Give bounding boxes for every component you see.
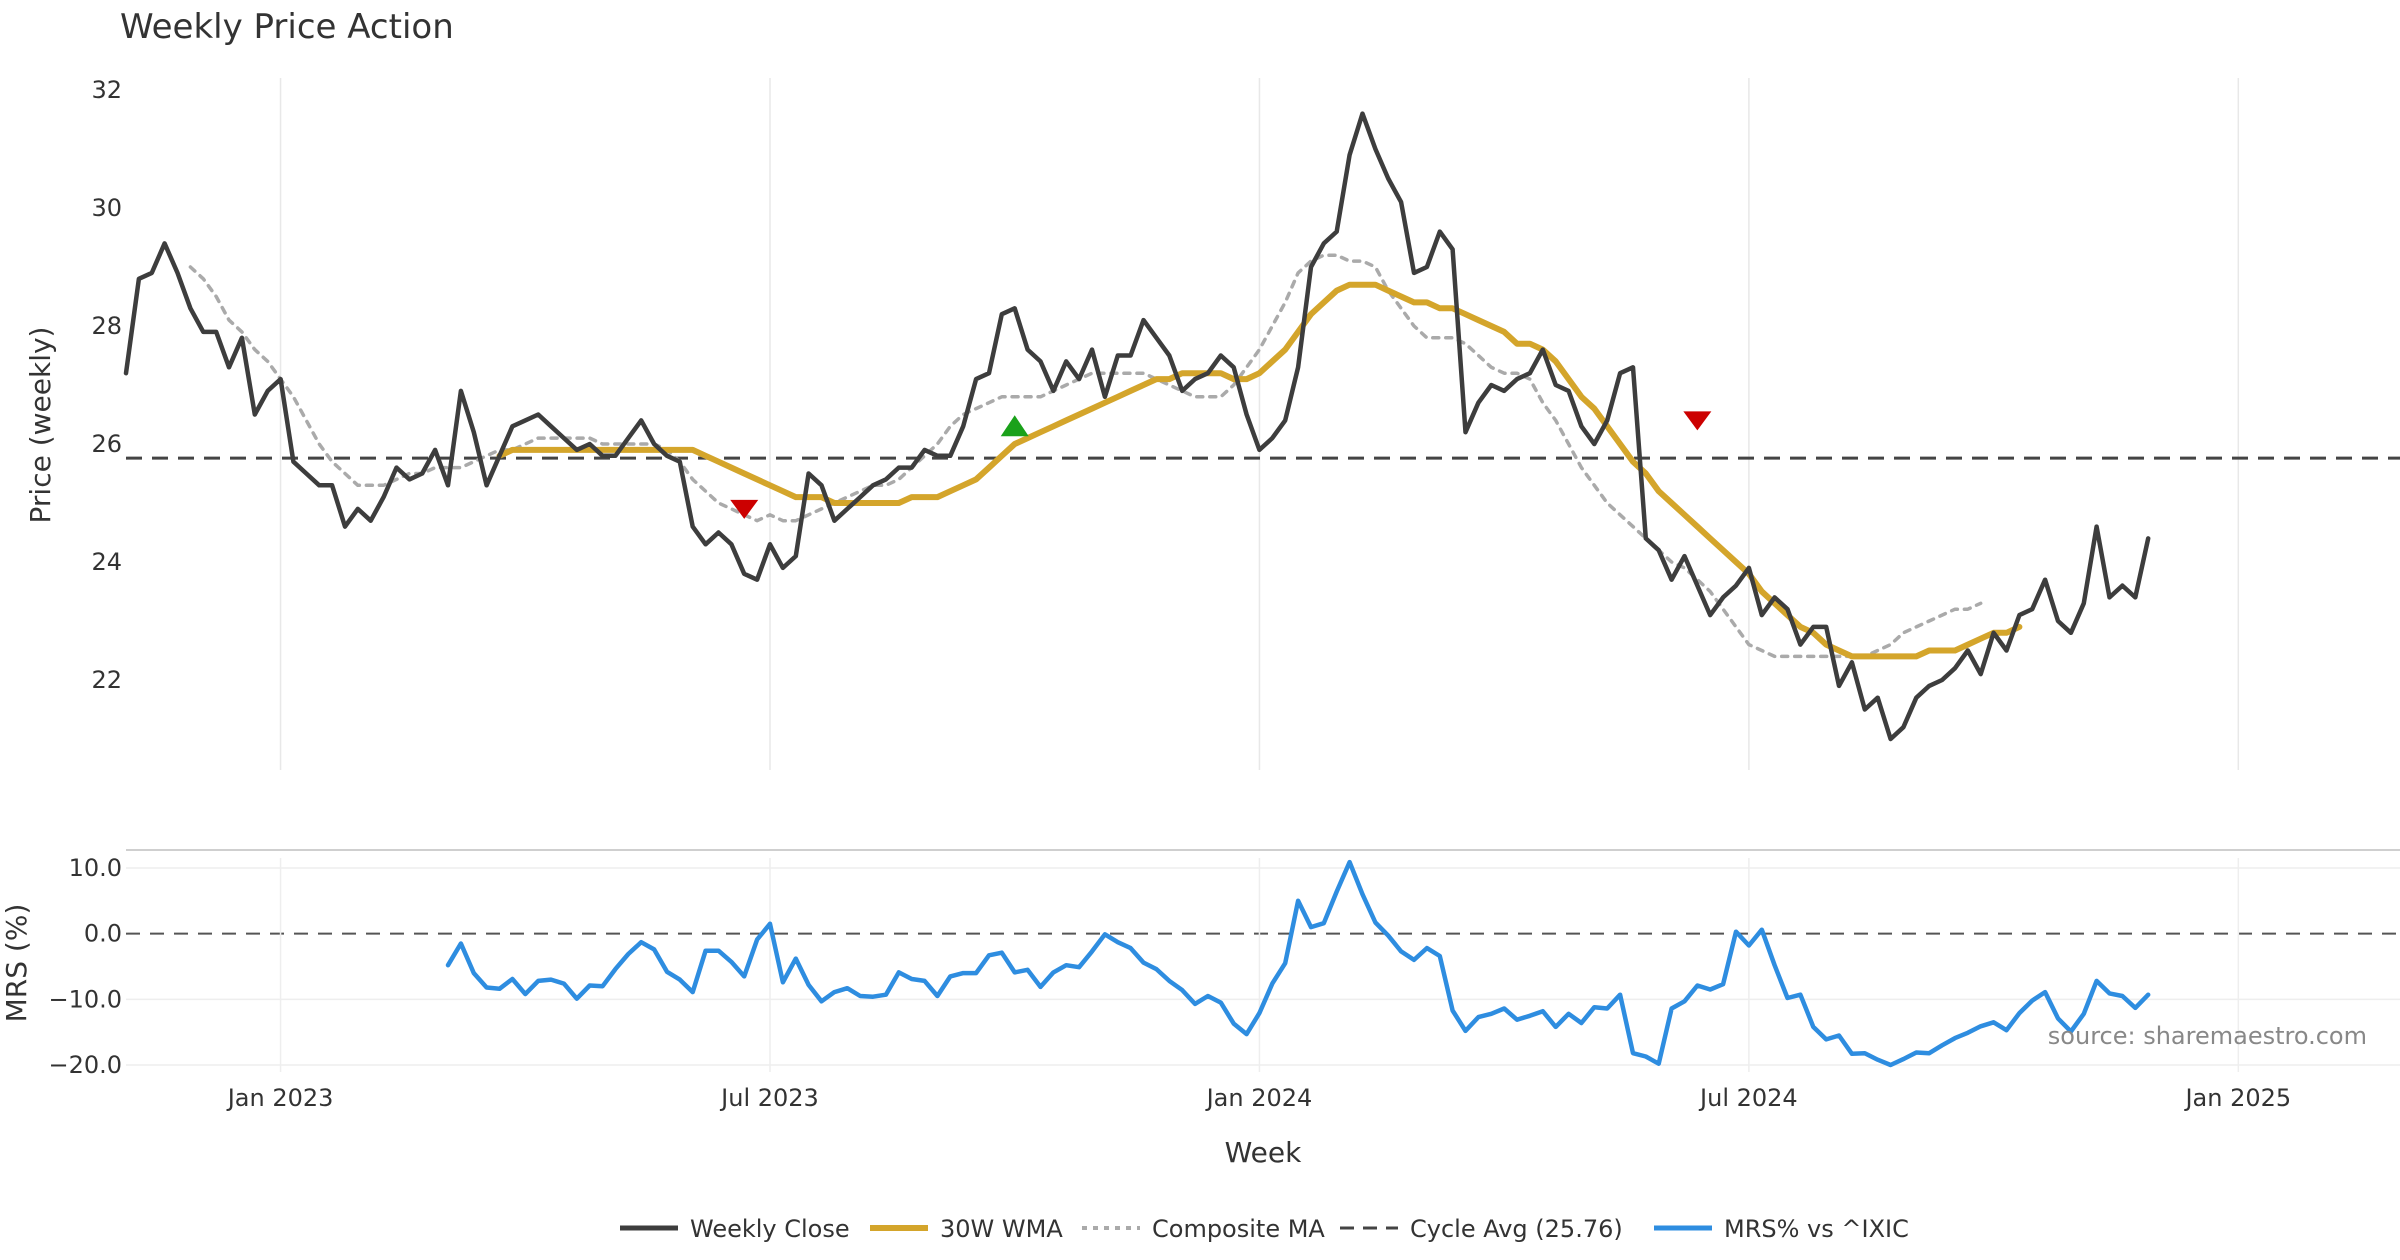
source-watermark: source: sharemaestro.com [2048,1022,2367,1050]
x-tick: Jan 2023 [226,1084,334,1112]
x-tick-labels: Jan 2023 Jul 2023 Jan 2024 Jul 2024 Jan 2025… [226,1084,2291,1112]
legend-label: Composite MA [1152,1215,1325,1243]
mrs-panel-gridlines [126,858,2400,1072]
price-y-tick: 24 [91,548,122,576]
mrs-y-tick: −20.0 [48,1051,122,1079]
legend-label: Weekly Close [690,1215,850,1243]
chart-title: Weekly Price Action [120,7,454,47]
chart-legend: Weekly Close 30W WMA Composite MA Cycle Avg… [620,1215,1909,1243]
price-series-lines [123,111,2400,742]
price-y-tick: 28 [91,312,122,340]
x-tick: Jul 2023 [719,1084,819,1112]
x-tick: Jan 2024 [1205,1084,1313,1112]
x-tick: Jul 2024 [1698,1084,1798,1112]
price-y-tick: 30 [91,194,122,222]
signal-markers [730,411,1712,519]
composite-ma-line [188,253,1983,659]
sell-signal-marker [1683,411,1712,431]
mrs-y-tick-labels: 10.0 0.0 −10.0 −20.0 [48,854,122,1079]
price-y-tick-labels: 22 24 26 28 30 32 [91,76,122,694]
price-y-tick: 32 [91,76,122,104]
mrs-series-lines [445,859,2151,1068]
30w-wma-line [496,281,2023,660]
weekly-close-line [123,111,2151,742]
price-y-tick: 26 [91,430,122,458]
price-y-axis-label: Price (weekly) [24,327,57,524]
x-axis-label: Week [1225,1136,1302,1169]
buy-signal-marker [1000,415,1029,437]
legend-label: MRS% vs ^IXIC [1724,1215,1909,1243]
mrs-y-tick: −10.0 [48,985,122,1013]
mrs-y-tick: 0.0 [84,920,122,948]
x-tick: Jan 2025 [2183,1084,2291,1112]
mrs-y-axis-label: MRS (%) [0,904,33,1023]
legend-label: Cycle Avg (25.76) [1410,1215,1623,1243]
legend-label: 30W WMA [940,1215,1063,1243]
price-y-tick: 22 [91,666,122,694]
mrs-line [445,859,2151,1068]
price-panel-gridlines [279,78,2240,770]
sell-signal-marker [730,499,759,519]
mrs-y-tick: 10.0 [69,854,122,882]
